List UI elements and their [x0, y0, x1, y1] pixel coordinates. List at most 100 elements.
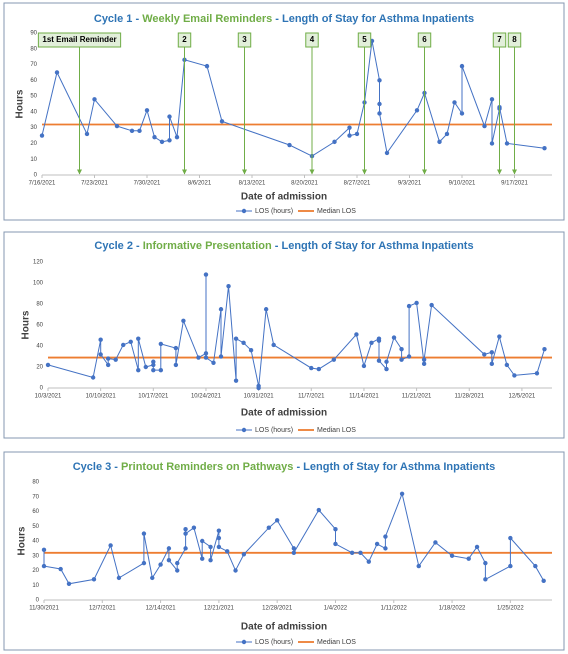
x-tick-label: 7/30/2021 — [134, 181, 161, 187]
y-tick-label: 40 — [32, 539, 39, 545]
x-tick-label: 11/7/2021 — [298, 394, 325, 400]
los-point — [333, 541, 338, 547]
los-point — [271, 342, 276, 348]
los-point — [482, 123, 487, 129]
los-point — [414, 300, 419, 306]
y-axis-title: Hours — [17, 526, 28, 555]
los-point — [203, 272, 209, 277]
los-point — [114, 123, 120, 129]
los-point — [90, 375, 96, 380]
los-point — [452, 100, 457, 105]
los-point — [421, 357, 427, 362]
los-point — [173, 345, 179, 351]
x-tick-label: 7/16/2021 — [29, 181, 56, 187]
los-point — [512, 373, 517, 378]
annotation-label: 2 — [182, 35, 187, 44]
legend-marker — [241, 208, 247, 214]
los-point — [152, 134, 157, 140]
los-point — [219, 119, 225, 124]
los-point — [331, 357, 337, 362]
legend-label: LOS (hours) — [255, 208, 293, 215]
los-point — [151, 359, 156, 364]
title-part: - Length of Stay for Asthma Inpatients — [293, 461, 495, 473]
los-point — [143, 364, 148, 370]
chart-title: Cycle 2 - Informative Presentation - Len… — [94, 240, 473, 252]
los-point — [203, 355, 209, 360]
los-point — [291, 546, 297, 551]
los-point — [383, 534, 388, 539]
los-point — [175, 568, 180, 573]
y-tick-label: 40 — [36, 344, 43, 350]
los-point — [366, 559, 371, 564]
los-point — [159, 139, 165, 145]
annotation-box — [37, 32, 122, 48]
x-tick-label: 1/25/2022 — [497, 606, 524, 612]
los-point — [391, 335, 397, 340]
los-point — [158, 367, 164, 373]
annotation-box — [177, 32, 192, 48]
los-point — [347, 133, 352, 138]
los-point — [444, 131, 450, 137]
y-tick-label: 20 — [36, 365, 43, 371]
los-point — [483, 577, 488, 582]
title-part: Cycle 3 - — [73, 461, 121, 473]
los-point — [141, 531, 147, 536]
los-point — [466, 556, 471, 561]
los-point — [369, 340, 374, 346]
los-point — [233, 378, 239, 383]
los-point — [218, 307, 224, 312]
los-point — [41, 563, 47, 569]
los-point — [399, 491, 405, 496]
y-tick-label: 20 — [30, 141, 37, 147]
x-tick-label: 10/17/2021 — [138, 394, 169, 400]
los-point — [108, 543, 113, 548]
los-point — [167, 138, 172, 143]
annotation-box — [305, 32, 319, 48]
los-point — [233, 336, 239, 341]
title-part: Cycle 1 - — [94, 13, 142, 25]
los-point — [216, 528, 222, 533]
los-point — [383, 546, 388, 551]
los-point — [497, 334, 502, 339]
panel-border — [3, 451, 565, 651]
los-point — [98, 337, 103, 342]
los-point — [358, 550, 363, 555]
los-point — [150, 575, 155, 581]
los-point — [482, 352, 487, 357]
los-line — [41, 40, 545, 157]
los-point — [141, 560, 147, 566]
y-tick-label: 30 — [32, 553, 39, 559]
los-point — [233, 568, 238, 573]
y-tick-label: 60 — [36, 323, 43, 329]
los-point — [542, 145, 547, 151]
panel-border — [3, 2, 565, 221]
title-part: Informative Presentation — [143, 240, 272, 252]
los-point — [377, 101, 382, 107]
annotation-label: 8 — [512, 35, 517, 44]
los-point — [166, 557, 172, 563]
los-point — [384, 359, 389, 364]
los-point — [175, 560, 180, 566]
los-point — [144, 108, 150, 113]
los-point — [416, 563, 421, 569]
los-point — [483, 560, 488, 566]
annotation-box — [492, 32, 507, 48]
x-axis-title: Date of admission — [241, 408, 327, 419]
los-point — [333, 527, 338, 532]
los-point — [309, 365, 314, 371]
los-point — [534, 371, 540, 376]
los-point — [137, 128, 142, 134]
annotation-label: 6 — [422, 35, 427, 44]
los-point — [354, 332, 359, 337]
x-tick-label: 12/28/2021 — [262, 606, 293, 612]
annotation-label: 4 — [310, 35, 315, 44]
x-tick-label: 8/6/2021 — [188, 181, 212, 187]
los-point — [226, 283, 231, 289]
los-point — [508, 563, 513, 569]
los-point — [459, 111, 465, 116]
los-point — [377, 111, 382, 116]
los-point — [347, 125, 352, 130]
los-point — [274, 518, 280, 523]
los-point — [459, 63, 465, 69]
los-point — [256, 385, 261, 391]
